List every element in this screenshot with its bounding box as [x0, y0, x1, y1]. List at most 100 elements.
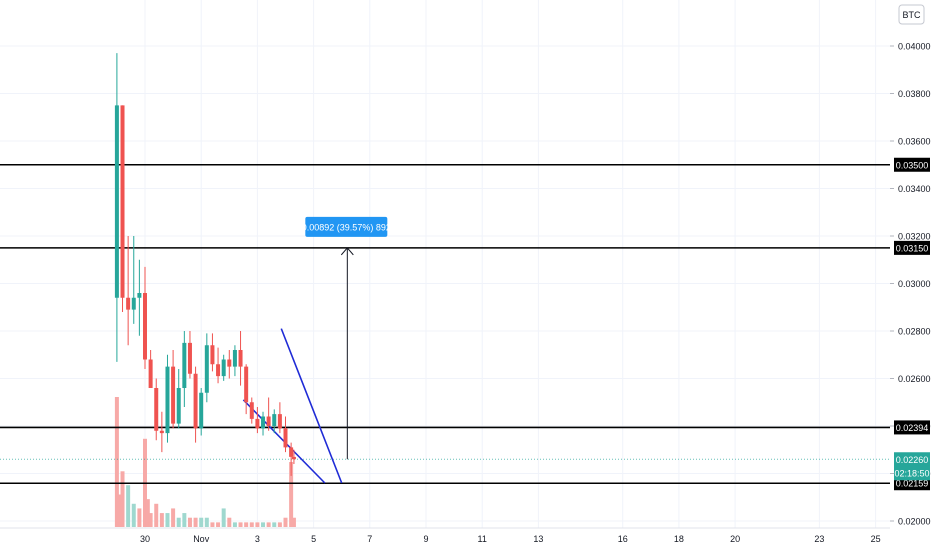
current-price-tag	[894, 452, 930, 481]
candle-body	[114, 105, 119, 298]
volume-bar	[289, 462, 294, 527]
volume-bar	[255, 522, 260, 527]
candle	[204, 333, 209, 403]
candle-body	[131, 297, 136, 310]
volume-bar	[114, 397, 119, 527]
candle	[283, 416, 288, 453]
level-price-tag[interactable]	[894, 420, 930, 435]
candle	[182, 331, 187, 407]
candle	[114, 53, 119, 362]
current-price-label: 0.02260	[896, 455, 929, 465]
volume-bar	[283, 517, 288, 527]
candle-body	[266, 416, 271, 426]
candle-body	[227, 359, 232, 367]
horizontal-levels[interactable]	[0, 163, 890, 485]
candle	[266, 397, 271, 431]
volume-bar	[137, 508, 142, 527]
candle	[187, 331, 192, 379]
level-price-tag[interactable]	[894, 240, 930, 255]
candle-body	[289, 447, 294, 457]
candle	[165, 354, 170, 443]
candle	[131, 236, 136, 324]
candlesticks	[114, 53, 296, 476]
candle	[255, 407, 260, 434]
candle-body	[182, 342, 187, 388]
wedge-pattern[interactable]	[242, 328, 343, 484]
volume-bar	[221, 508, 226, 527]
candle	[120, 105, 125, 312]
currency-badge-frame	[898, 4, 925, 25]
time-tick-label: 18	[674, 534, 684, 544]
volume-bar	[216, 522, 221, 527]
price-axis[interactable]: 0.04000 0.03800 0.03600 0.03400 0.03200 0.030…	[890, 42, 931, 527]
candle	[126, 236, 131, 346]
candle-body	[176, 388, 181, 424]
volume-bar	[182, 513, 187, 527]
volume-bar	[199, 517, 204, 527]
time-tick-label: 16	[618, 534, 628, 544]
measure-tool[interactable]: 0.00892 (39.57%) 892	[302, 216, 391, 460]
time-tick-label: 23	[814, 534, 824, 544]
level-price-tag-label: 0.03150	[896, 243, 929, 253]
candle	[232, 345, 237, 377]
volume-bar	[165, 513, 170, 527]
candle	[238, 331, 243, 386]
candle-body	[204, 345, 209, 393]
time-axis[interactable]: 30 Nov 3 5 7 9 11 13 16 18 20 23 25	[140, 534, 881, 544]
volume-bar	[193, 517, 198, 527]
time-tick-label: 30	[140, 534, 150, 544]
candle-body	[193, 373, 198, 429]
candle-body	[244, 366, 249, 403]
level-price-tag[interactable]	[894, 157, 930, 172]
candle-body	[255, 418, 260, 429]
volume-bar	[176, 517, 181, 527]
candle	[249, 397, 254, 424]
candle-body	[261, 416, 266, 429]
volume-bar	[120, 471, 125, 527]
time-tick-label: 13	[533, 534, 543, 544]
candle-body	[171, 366, 176, 424]
measure-arrow-head-icon	[340, 247, 354, 256]
volume-bar	[210, 522, 215, 527]
volume-bar	[277, 522, 282, 527]
level-price-tag-label: 0.03500	[896, 160, 929, 170]
candle	[148, 350, 153, 388]
candle	[193, 366, 198, 443]
volume-bar	[244, 522, 249, 527]
candle-body	[221, 359, 226, 377]
candle-body	[291, 456, 296, 460]
volume-bar	[272, 522, 277, 527]
candle-body	[232, 350, 237, 367]
price-tick-label: 0.02800	[898, 327, 931, 337]
time-tick-label: 20	[730, 534, 740, 544]
candle	[154, 378, 159, 441]
measure-label-text: 0.00892 (39.57%) 892	[302, 222, 391, 232]
candle	[277, 402, 282, 434]
candle	[199, 388, 204, 436]
volume-bar	[131, 503, 136, 527]
volume-bar	[232, 522, 237, 527]
time-tick-label: Nov	[193, 534, 210, 544]
time-tick-label: 7	[367, 534, 372, 544]
candle	[137, 259, 142, 336]
candle	[221, 354, 226, 381]
price-tick-label: 0.03200	[898, 232, 931, 242]
volume-bar	[154, 503, 159, 527]
candle-body	[210, 345, 215, 365]
volume-bar	[266, 522, 271, 527]
time-tick-label: 5	[311, 534, 316, 544]
volume-bar	[204, 517, 209, 527]
price-tick-label: 0.03400	[898, 184, 931, 194]
candle-body	[216, 364, 221, 377]
measure-label-box	[305, 216, 388, 237]
volume-bar	[126, 485, 131, 527]
wedge-upper-line[interactable]	[280, 328, 343, 484]
candle-body	[159, 430, 164, 434]
candle-body	[272, 414, 277, 426]
candle	[289, 442, 294, 476]
volume-bar	[249, 522, 254, 527]
candle-body	[126, 297, 131, 310]
volume-bar	[117, 494, 122, 527]
volume-bar	[159, 513, 164, 527]
